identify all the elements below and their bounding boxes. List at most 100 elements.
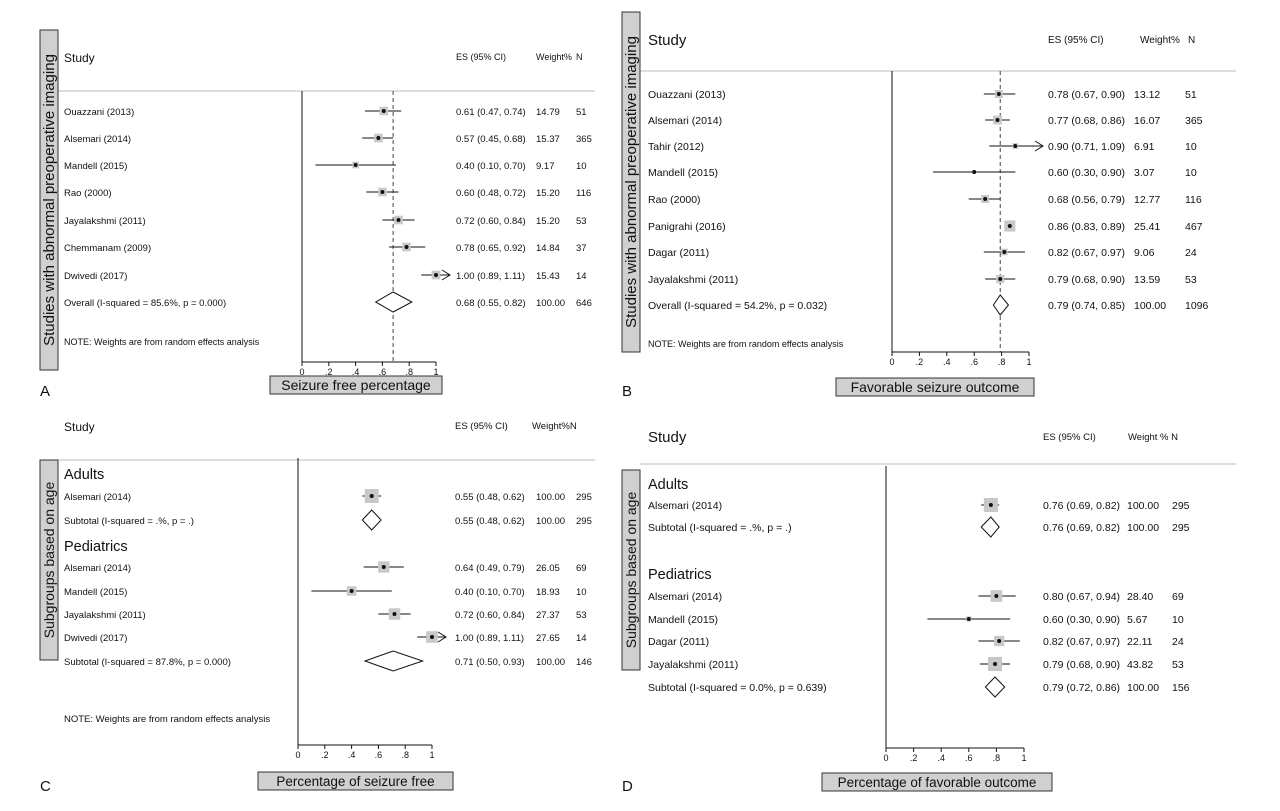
point-estimate	[381, 109, 386, 113]
subtotal-label: Subtotal (I-squared = 87.8%, p = 0.000)	[64, 657, 231, 668]
point-estimate	[381, 565, 386, 569]
n-text: 24	[1185, 247, 1197, 259]
point-estimate	[369, 494, 374, 498]
n-text: 53	[576, 610, 587, 621]
panel-letter: A	[40, 383, 50, 400]
x-axis-title: Favorable seizure outcome	[851, 379, 1020, 395]
n-text: 365	[576, 134, 592, 145]
point-estimate	[997, 639, 1002, 643]
side-label: Studies with abnormal preoperative imagi…	[41, 54, 58, 346]
x-tick-label: .8	[401, 750, 409, 760]
weight-text: 14.79	[536, 107, 560, 118]
effect-size-text: 0.79 (0.72, 0.86)	[1043, 682, 1120, 694]
weight-text: 100.00	[536, 516, 565, 527]
side-label-box	[39, 29, 59, 371]
effect-size-text: 0.78 (0.67, 0.90)	[1048, 89, 1125, 101]
weight-text: 100.00	[1127, 522, 1159, 534]
overall-diamond	[992, 294, 1010, 316]
point-estimate	[349, 589, 354, 593]
n-text: 51	[1185, 89, 1197, 101]
effect-size-text: 0.86 (0.83, 0.89)	[1048, 221, 1125, 233]
x-tick-label: 0	[889, 357, 894, 367]
x-tick-label: 1	[1026, 357, 1031, 367]
weight-text: 27.65	[536, 633, 560, 644]
weight-text: 13.12	[1134, 89, 1160, 101]
effect-size-text: 0.72 (0.60, 0.84)	[456, 216, 526, 227]
weight-text: 28.40	[1127, 591, 1153, 603]
point-estimate	[996, 92, 1001, 96]
side-label-box	[621, 11, 641, 353]
x-tick-label: .6	[379, 367, 387, 377]
study-label: Tahir (2012)	[648, 141, 704, 153]
point-estimate	[396, 218, 401, 222]
study-label: Mandell (2015)	[64, 587, 127, 598]
header-es: ES (95% CI)	[1048, 35, 1104, 46]
header-n: N	[1188, 35, 1195, 46]
n-text: 51	[576, 107, 587, 118]
n-text: 53	[1172, 659, 1184, 671]
effect-size-text: 0.76 (0.69, 0.82)	[1043, 522, 1120, 534]
effect-size-text: 0.79 (0.74, 0.85)	[1048, 300, 1125, 312]
n-text: 646	[576, 298, 592, 309]
effect-size-text: 0.77 (0.68, 0.86)	[1048, 115, 1125, 127]
study-label: Alsemari (2014)	[64, 134, 131, 145]
study-label: Jayalakshmi (2011)	[648, 274, 738, 286]
header-n: N	[576, 52, 583, 62]
n-text: 53	[576, 216, 587, 227]
n-text: 69	[576, 563, 587, 574]
point-estimate	[988, 503, 993, 507]
n-text: 295	[576, 516, 592, 527]
header-es: ES (95% CI)	[456, 52, 506, 62]
effect-size-text: 0.60 (0.30, 0.90)	[1048, 167, 1125, 179]
panel-letter: C	[40, 778, 51, 795]
point-estimate	[1013, 144, 1018, 148]
weights-note: NOTE: Weights are from random effects an…	[64, 337, 260, 347]
effect-size-text: 1.00 (0.89, 1.11)	[455, 633, 524, 644]
point-estimate	[1007, 224, 1012, 228]
study-label: Alsemari (2014)	[64, 492, 131, 503]
point-estimate	[983, 197, 988, 201]
effect-size-text: 0.68 (0.56, 0.79)	[1048, 194, 1125, 206]
effect-size-text: 0.64 (0.49, 0.79)	[455, 563, 525, 574]
n-text: 10	[1185, 141, 1197, 153]
point-estimate	[376, 136, 381, 140]
effect-size-text: 0.80 (0.67, 0.94)	[1043, 591, 1120, 603]
point-estimate	[1002, 250, 1007, 254]
effect-size-text: 0.71 (0.50, 0.93)	[455, 657, 525, 668]
study-label: Mandell (2015)	[648, 167, 718, 179]
weight-text: 5.67	[1127, 614, 1148, 626]
study-label: Dagar (2011)	[648, 636, 709, 648]
subtotal-diamond	[980, 516, 1000, 538]
study-label: Jayalakshmi (2011)	[64, 610, 146, 621]
header-weight: Weight%	[536, 52, 572, 62]
weight-text: 43.82	[1127, 659, 1153, 671]
weight-text: 100.00	[536, 492, 565, 503]
point-estimate	[353, 163, 358, 167]
weights-note: NOTE: Weights are from random effects an…	[64, 714, 270, 725]
x-tick-label: .6	[375, 750, 383, 760]
weight-text: 14.84	[536, 243, 560, 254]
study-label: Mandell (2015)	[64, 161, 127, 172]
header-es: ES (95% CI)	[455, 421, 508, 432]
effect-size-text: 0.40 (0.10, 0.70)	[456, 161, 526, 172]
n-text: 69	[1172, 591, 1184, 603]
x-tick-label: 1	[433, 367, 438, 377]
subgroup-label: Pediatrics	[648, 567, 712, 583]
weight-text: 15.20	[536, 216, 560, 227]
weight-text: 15.20	[536, 188, 560, 199]
side-label: Subgroups based on age	[41, 482, 57, 639]
x-tick-label: 0	[295, 750, 300, 760]
side-label-box	[39, 459, 59, 661]
overall-label: Overall (I-squared = 85.6%, p = 0.000)	[64, 298, 226, 309]
x-tick-label: 1	[1021, 753, 1026, 763]
x-axis-title-box	[821, 772, 1053, 792]
point-estimate	[972, 170, 977, 174]
subgroup-label: Adults	[64, 467, 104, 483]
x-axis-title: Seizure free percentage	[281, 377, 431, 393]
n-text: 146	[576, 657, 592, 668]
effect-size-text: 0.61 (0.47, 0.74)	[456, 107, 526, 118]
effect-size-text: 0.68 (0.55, 0.82)	[456, 298, 526, 309]
n-text: 10	[1185, 167, 1197, 179]
